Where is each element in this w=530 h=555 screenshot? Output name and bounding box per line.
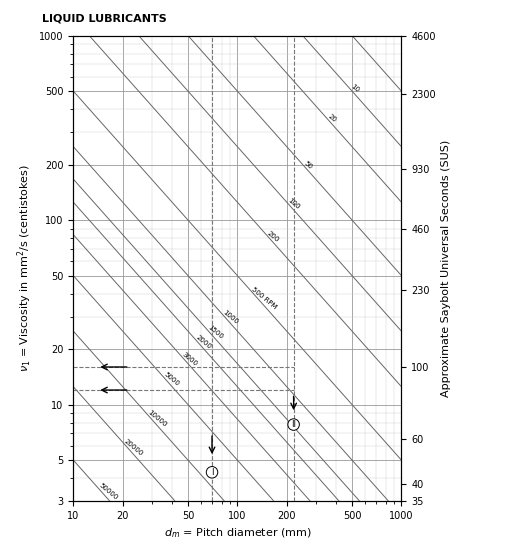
Text: 500 RPM: 500 RPM (251, 286, 278, 310)
Text: LIQUID LUBRICANTS: LIQUID LUBRICANTS (42, 14, 167, 24)
Text: 10000: 10000 (147, 409, 168, 428)
Text: 2000: 2000 (195, 334, 213, 350)
Text: 200: 200 (267, 230, 280, 243)
Text: 100: 100 (287, 198, 301, 211)
Y-axis label: $\nu_1$ = Viscosity in mm$^2$/s (centistokes): $\nu_1$ = Viscosity in mm$^2$/s (centist… (15, 164, 33, 372)
Text: 1500: 1500 (207, 325, 224, 341)
Text: 20000: 20000 (123, 438, 144, 457)
Text: 3000: 3000 (181, 351, 198, 367)
Y-axis label: Approximate Saybolt Universal Seconds (SUS): Approximate Saybolt Universal Seconds (S… (441, 140, 452, 397)
Text: I: I (211, 468, 213, 477)
Text: 20: 20 (326, 114, 338, 124)
Text: 5000: 5000 (163, 371, 180, 387)
Text: 50000: 50000 (98, 482, 118, 501)
Text: II: II (291, 420, 296, 429)
Text: 10: 10 (349, 83, 360, 94)
Text: 1000: 1000 (222, 309, 239, 325)
Text: 50: 50 (303, 160, 313, 170)
X-axis label: $d_m$ = Pitch diameter (mm): $d_m$ = Pitch diameter (mm) (164, 526, 311, 540)
